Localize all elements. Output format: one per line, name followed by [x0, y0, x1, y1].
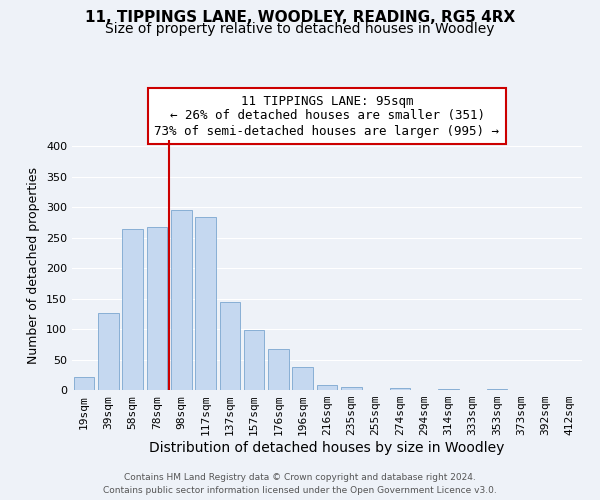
- Bar: [171, 210, 191, 390]
- X-axis label: Distribution of detached houses by size in Woodley: Distribution of detached houses by size …: [149, 441, 505, 455]
- Bar: [74, 376, 94, 390]
- Bar: [292, 368, 313, 390]
- Bar: [317, 384, 337, 390]
- Text: 11 TIPPINGS LANE: 95sqm
← 26% of detached houses are smaller (351)
73% of semi-d: 11 TIPPINGS LANE: 95sqm ← 26% of detache…: [155, 94, 499, 138]
- Y-axis label: Number of detached properties: Number of detached properties: [28, 166, 40, 364]
- Text: 11, TIPPINGS LANE, WOODLEY, READING, RG5 4RX: 11, TIPPINGS LANE, WOODLEY, READING, RG5…: [85, 10, 515, 25]
- Bar: [98, 312, 119, 390]
- Bar: [389, 388, 410, 390]
- Bar: [220, 302, 240, 390]
- Bar: [268, 348, 289, 390]
- Bar: [146, 227, 167, 390]
- Text: Contains HM Land Registry data © Crown copyright and database right 2024.
Contai: Contains HM Land Registry data © Crown c…: [103, 473, 497, 495]
- Bar: [341, 387, 362, 390]
- Bar: [244, 330, 265, 390]
- Bar: [438, 389, 459, 390]
- Bar: [122, 229, 143, 390]
- Bar: [195, 217, 216, 390]
- Text: Size of property relative to detached houses in Woodley: Size of property relative to detached ho…: [105, 22, 495, 36]
